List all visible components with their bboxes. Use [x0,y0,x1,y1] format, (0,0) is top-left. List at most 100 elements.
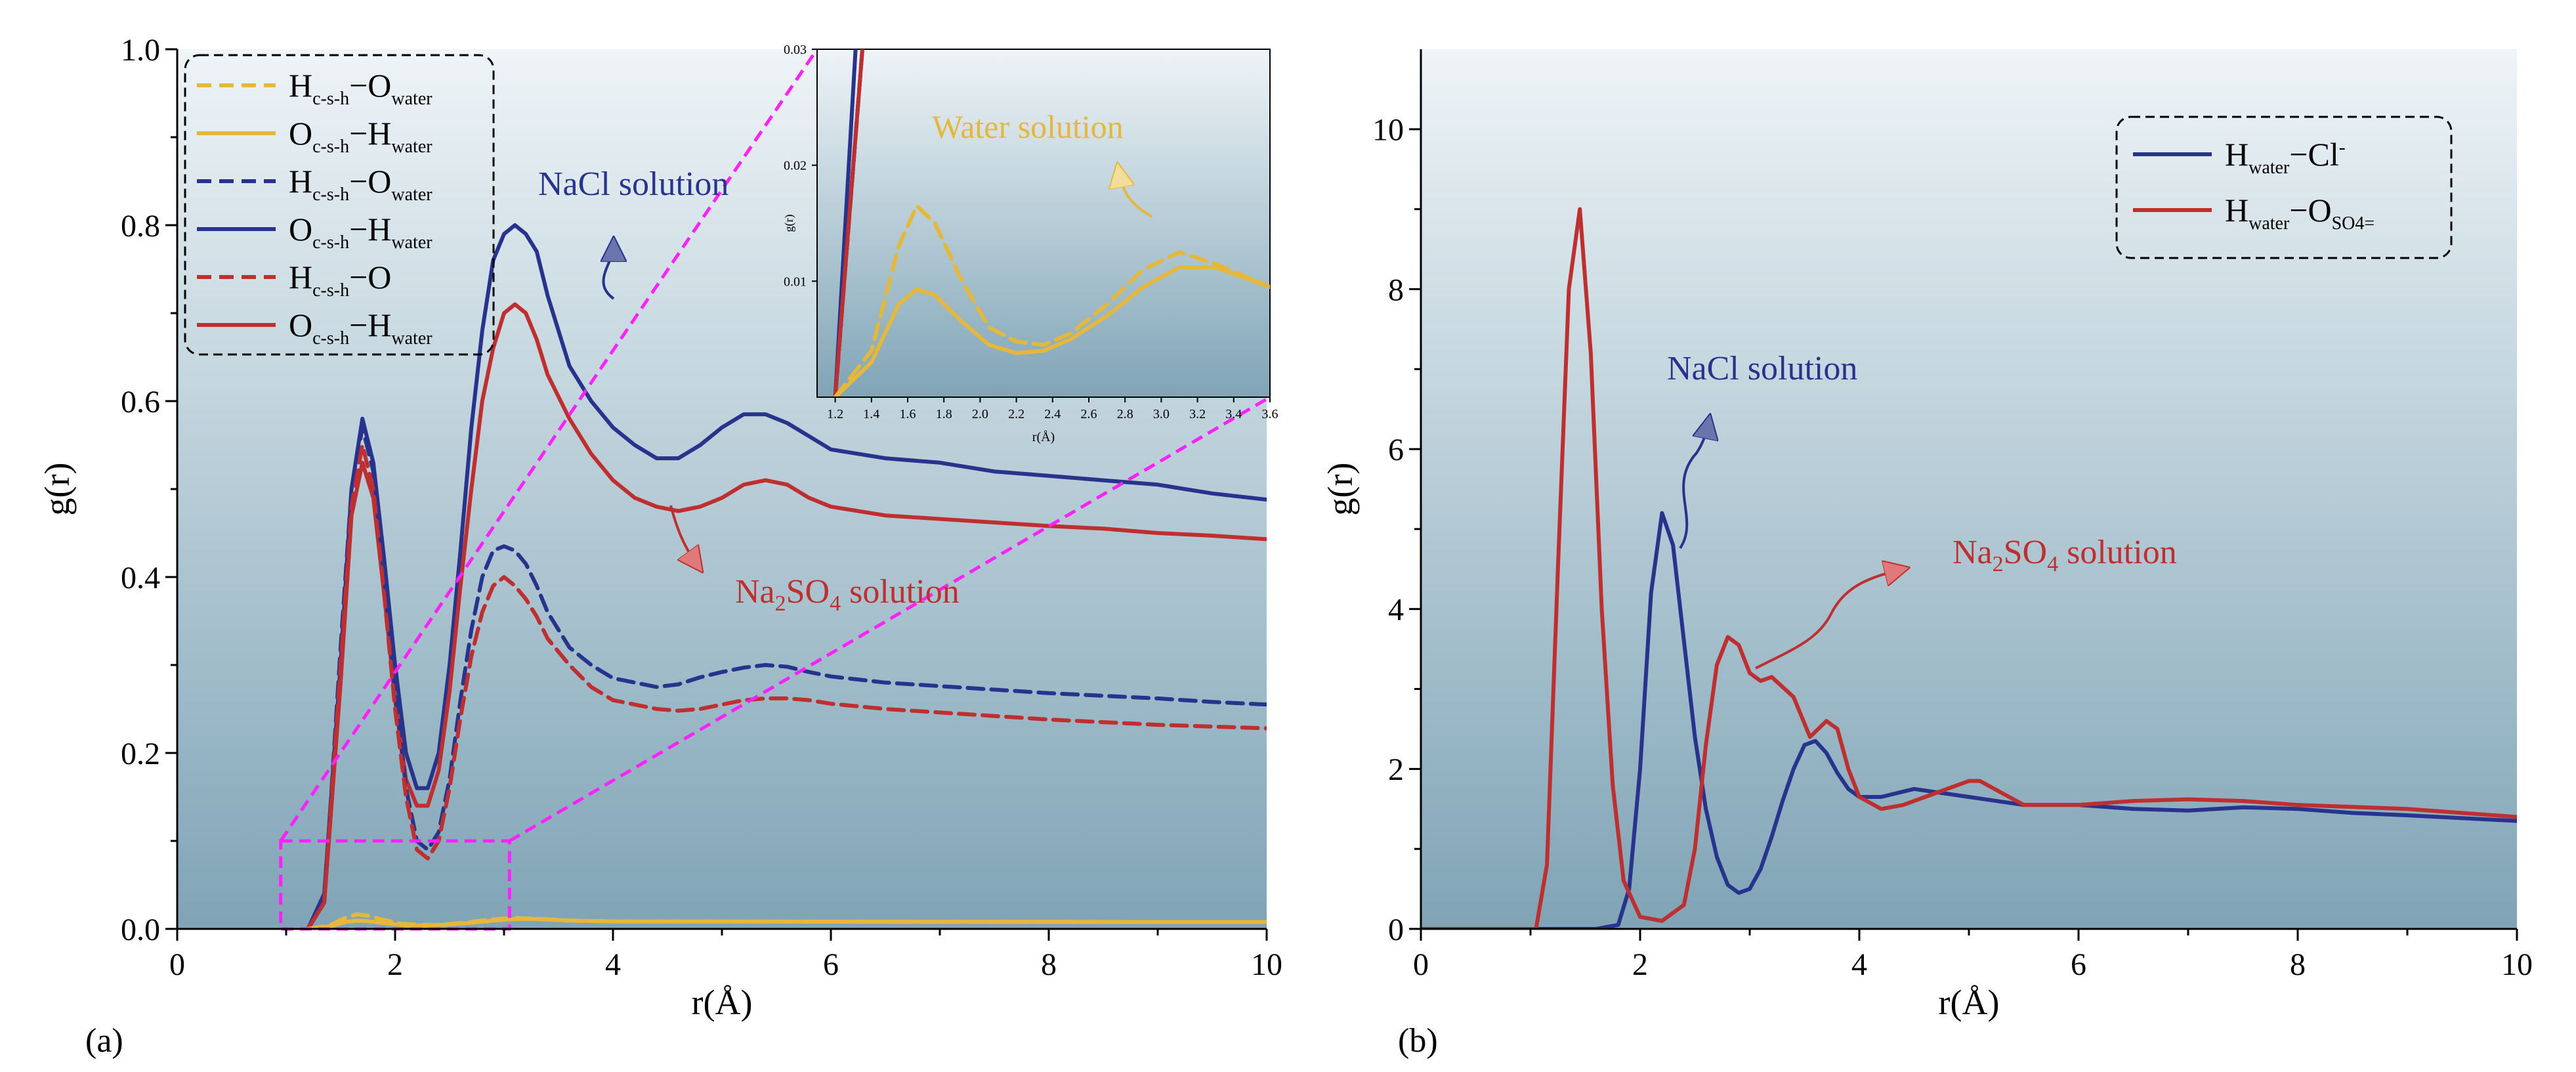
na2so4-a-mid: SO [786,573,830,611]
legend-a-label-6: Oc-s-h−Hwater [289,307,433,349]
legend-a-part-3: − [349,115,368,152]
legend-a-part-1: H [289,67,312,104]
legend-a-part-2: c-s-h [312,184,349,205]
x-tick-label: 2.6 [1081,407,1097,421]
x-tick-label: 2 [387,947,403,982]
nacl-arrow-b [1679,423,1708,549]
y-tick-label: 2 [1388,752,1404,787]
legend-a-part-4: H [368,115,391,152]
axes-a: 0 2 4 6 8 10 0.0 0.2 0.4 0.6 0.8 1.0 [121,33,1282,982]
legend-a-part-4: O [368,259,391,295]
na2so4-arrow-b [1755,570,1900,670]
na2so4-b-main: Na [1953,534,1993,571]
panel-label-b: (b) [1398,1022,1438,1060]
legend-b-part-3: − [2289,192,2308,228]
na2so4-b-mid: SO [2004,534,2047,571]
y-tick-label: 0.0 [121,912,160,947]
legend-b-part-2: water [2249,158,2290,178]
inset-xlabel: r(Å) [1032,430,1055,444]
na2so4-a-tail: solution [841,573,960,611]
legend-b-part-3: − [2289,136,2308,173]
legend-a-label-2: Oc-s-h−Hwater [289,115,433,157]
x-tick-label: 1.4 [863,407,879,421]
legend-box-b [2115,116,2453,259]
x-tick-label: 1.8 [936,407,952,421]
series-line-1 [306,223,1267,929]
series-group-b [1421,207,2517,929]
legend-a-part-1: H [289,163,312,200]
y-tick-label: 0.8 [121,209,160,244]
x-tick-label: 2.4 [1044,407,1061,421]
inset-chart: 1.2 1.4 1.6 1.8 2.0 2.2 2.4 2.6 2.8 3.0 3.2 3.4 3.6 0… [782,43,1278,444]
x-tick-label: 8 [2290,947,2306,982]
legend-b-part-1: H [2225,136,2249,173]
legend-b-part-4: O [2308,192,2332,228]
legend-a-part-1: O [289,115,312,152]
legend-a-part-5: water [391,137,433,157]
water-solution-label: Water solution [932,108,1124,145]
x-tick-label: 2.8 [1117,407,1133,421]
x-tick-label: 10 [1251,947,1282,982]
na2so4-b-sub2: 4 [2047,552,2058,576]
legend-a-label-5: Hc-s-h−O [289,259,391,301]
x-tick-label: 2.0 [972,407,988,421]
na2so4-arrow-a [669,505,697,565]
na2so4-b-sub1: 2 [1993,552,2004,576]
x-tick-label: 3.4 [1225,407,1242,421]
x-tick-label: 4 [1851,947,1867,982]
legend-b-part-1: H [2225,192,2249,228]
legend-a-label-3: Hc-s-h−Owater [289,163,433,205]
legend-a-part-1: H [289,259,312,295]
x-tick-label: 0 [1413,947,1429,982]
x-tick-label: 6 [823,947,839,982]
xlabel-b: r(Å) [1939,983,2000,1022]
series-line-5 [833,204,1270,397]
legend-a-part-3: − [349,67,368,104]
ylabel-b: g(r) [1320,463,1360,516]
panel-a: 1.2 1.4 1.6 1.8 2.0 2.2 2.4 2.6 2.8 3.0 3.2 3.4 3.60… [37,33,1282,1060]
na2so4-a-sub2: 4 [830,591,841,616]
x-tick-label: 2.2 [1008,407,1024,421]
legend-a: Hc-s-h−OwaterOc-s-h−HwaterHc-s-h−OwaterO… [184,54,495,356]
series-line-2 [1421,207,2517,929]
nacl-label-a: NaCl solution [538,165,728,203]
series-group-a [306,223,1267,929]
legend-a-part-4: O [368,67,391,104]
legend-a-part-3: − [349,163,368,200]
x-tick-label: 8 [1041,947,1057,982]
inset-series-group [833,49,1270,397]
legend-a-part-4: O [368,163,391,200]
x-tick-label: 2 [1632,947,1648,982]
legend-box-a [184,54,495,356]
y-tick-label: 6 [1388,433,1404,467]
legend-a-label-4: Oc-s-h−Hwater [289,211,433,253]
x-tick-label: 0 [169,947,185,982]
legend-a-part-5: water [391,232,433,253]
legend-b-part-4: Cl [2308,136,2339,173]
y-tick-label: 0.02 [784,159,807,173]
legend-a-part-4: H [368,211,391,247]
x-tick-label: 1.6 [900,407,916,421]
x-tick-label: 4 [605,947,621,982]
na2so4-a-sub1: 2 [775,591,786,616]
ylabel-a: g(r) [37,463,77,516]
x-tick-label: 3.0 [1153,407,1170,421]
y-tick-label: 0.4 [121,561,160,595]
legend-a-part-1: O [289,307,312,343]
y-tick-label: 0.03 [784,43,807,57]
legend-a-part-2: c-s-h [312,232,349,253]
legend-a-part-3: − [349,307,368,343]
y-tick-label: 10 [1372,113,1404,148]
y-tick-label: 0.01 [784,274,807,289]
legend-a-part-5: water [391,89,433,109]
na2so4-label-a: Na2SO4 solution [735,573,960,616]
nacl-arrow-a [603,246,614,300]
na2so4-label-b: Na2SO4 solution [1953,534,2177,576]
inset-ylabel: g(r) [782,215,796,232]
xlabel-a: r(Å) [692,983,753,1022]
legend-b-part-5: - [2339,137,2346,158]
legend-a-part-3: − [349,211,368,247]
x-tick-label: 3.6 [1262,407,1278,421]
